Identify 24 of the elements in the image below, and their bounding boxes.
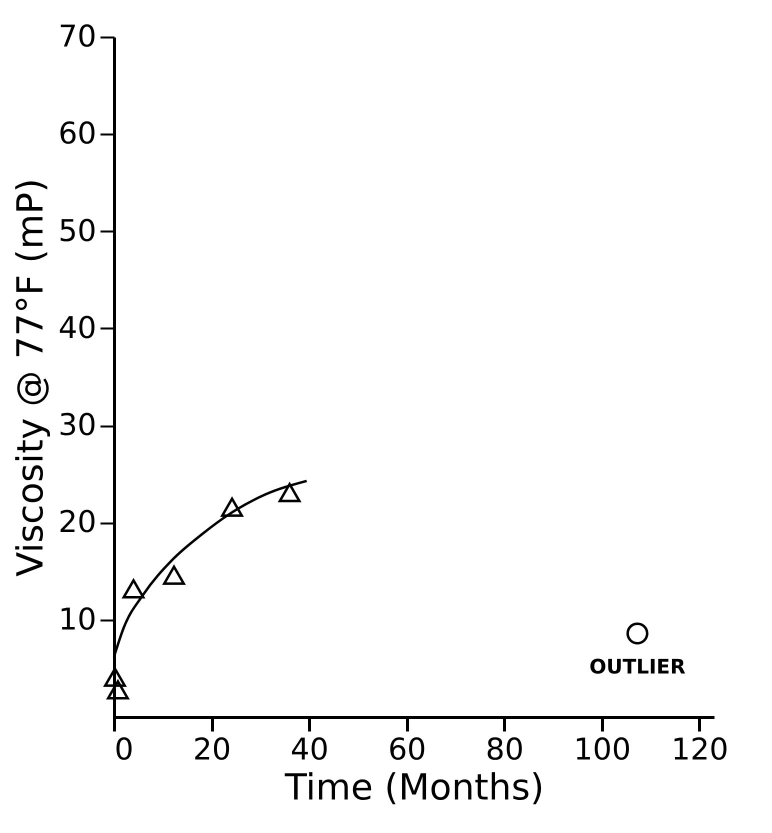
x-tick-label: 0 [114, 732, 134, 768]
point [626, 622, 648, 644]
y-axis-title: Viscosity @ 77°F (mP) [10, 178, 52, 577]
y-tick-label: 30 [58, 408, 96, 444]
point [163, 565, 185, 585]
x-tick-label: 60 [388, 732, 426, 768]
y-tick-label: 10 [58, 602, 96, 638]
y-tick-label: 20 [58, 505, 96, 540]
x-tick-label: 120 [671, 732, 728, 768]
y-tick-label: 60 [58, 116, 96, 152]
y-tick-label: 50 [58, 214, 96, 249]
x-tick-label: 100 [574, 732, 631, 768]
point [106, 680, 129, 700]
x-tick-label: 20 [192, 732, 232, 768]
point [104, 667, 126, 687]
annotation: OUTLIER [589, 654, 686, 678]
y-tick-label: 40 [58, 310, 96, 346]
point [221, 497, 244, 517]
y-tick-label: 70 [58, 20, 96, 54]
point [278, 482, 301, 502]
x-tick-label: 40 [290, 732, 329, 768]
x-tick-label: 80 [486, 732, 524, 768]
point [122, 579, 145, 598]
x-axis-title: Time (Months) [284, 768, 544, 808]
